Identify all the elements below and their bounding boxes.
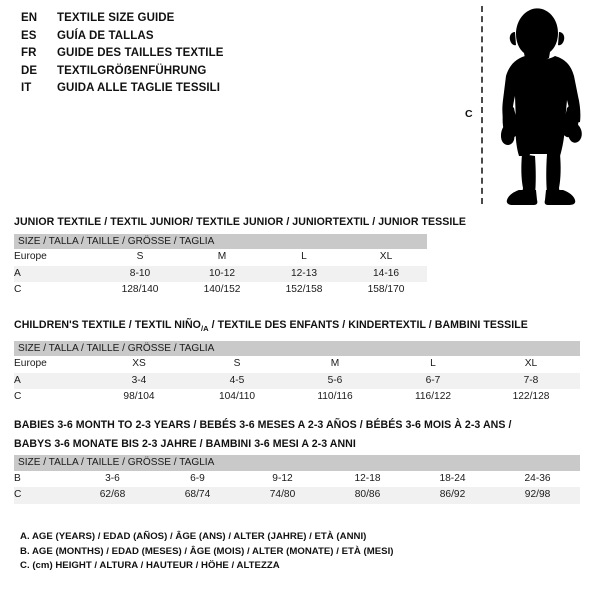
table-header-bar-row: SIZE / TALLA / TAILLE / GRÖSSE / TAGLIA xyxy=(14,233,428,249)
legend-item-height: C. (cm) HEIGHT / ALTURA / HAUTEUR / HÖHE… xyxy=(20,560,280,572)
table-cell: 116/122 xyxy=(414,391,452,403)
table-cell: XL xyxy=(524,358,538,370)
table-row: B 3-6 6-9 9-12 12-18 18-24 24-36 xyxy=(14,471,580,488)
row-label: A xyxy=(14,372,90,390)
table-cell: 8-10 xyxy=(99,265,181,282)
language-title: TEXTILGRÖẞENFÜHRUNG xyxy=(57,64,207,77)
row-label: Europe xyxy=(14,358,47,370)
table-row: Europe XS S M L XL xyxy=(14,356,580,373)
table-cell: 68/74 xyxy=(155,487,240,504)
size-header-label: SIZE / TALLA / TAILLE / GRÖSSE / TAGLIA xyxy=(14,340,580,357)
table-cell: 122/128 xyxy=(512,391,550,403)
babies-textile-section: BABIES 3-6 MONTH TO 2-3 YEARS / BEBÉS 3-… xyxy=(14,418,581,504)
language-code: IT xyxy=(21,82,32,95)
junior-section-title: JUNIOR TEXTILE / TEXTIL JUNIOR/ TEXTILE … xyxy=(14,216,467,228)
language-code: ES xyxy=(21,29,37,42)
height-measure-dashed-line xyxy=(481,6,483,204)
height-measure-label: C xyxy=(465,108,473,120)
language-title: GUIDE DES TAILLES TEXTILE xyxy=(57,47,224,60)
table-cell: 104/110 xyxy=(218,391,256,403)
height-measurement-figure: C xyxy=(455,4,595,206)
babies-section-title-line2: BABYS 3-6 MONATE BIS 2-3 JAHRE / BAMBINI… xyxy=(14,437,356,450)
table-cell: 24-36 xyxy=(524,472,551,484)
table-row: A 8-10 10-12 12-13 14-16 xyxy=(14,265,428,282)
legend-item-age-months: B. AGE (MONTHS) / EDAD (MESES) / ÂGE (MO… xyxy=(20,545,394,557)
table-cell: 140/152 xyxy=(203,284,241,295)
table-cell: 14-16 xyxy=(345,265,428,282)
language-code: FR xyxy=(21,47,37,60)
table-cell: 74/80 xyxy=(240,487,325,504)
table-cell: 92/98 xyxy=(495,487,581,504)
childrens-title-part2: / TEXTILE DES ENFANTS / KINDERTEXTIL / B… xyxy=(208,319,528,331)
junior-textile-section: JUNIOR TEXTILE / TEXTIL JUNIOR/ TEXTILE … xyxy=(14,215,466,299)
childrens-textile-section: CHILDREN'S TEXTILE / TEXTIL NIÑO/A / TEX… xyxy=(14,318,580,406)
table-cell: L xyxy=(301,251,307,262)
table-cell: 80/86 xyxy=(325,487,410,504)
table-row: A 3-4 4-5 5-6 6-7 7-8 xyxy=(14,372,580,390)
table-cell: 86/92 xyxy=(410,487,495,504)
childrens-title-part1: CHILDREN'S TEXTILE / TEXTIL NIÑO xyxy=(14,319,201,331)
table-cell: S xyxy=(136,251,144,262)
row-label: C xyxy=(14,284,22,295)
table-cell: 3-6 xyxy=(105,472,120,484)
language-code: EN xyxy=(21,12,38,24)
legend-item-age-years: A. AGE (YEARS) / EDAD (AÑOS) / ÂGE (ANS)… xyxy=(20,531,367,542)
table-cell: 9-12 xyxy=(272,472,293,484)
table-cell: L xyxy=(430,358,436,370)
table-cell: 128/140 xyxy=(121,284,159,295)
measurement-legend: A. AGE (YEARS) / EDAD (AÑOS) / ÂGE (ANS)… xyxy=(20,530,393,574)
language-row: ES GUÍA DE TALLAS xyxy=(21,30,421,48)
babies-size-table: SIZE / TALLA / TAILLE / GRÖSSE / TAGLIA … xyxy=(14,455,581,504)
table-row: C 98/104 104/110 110/116 116/122 122/128 xyxy=(14,389,580,406)
table-header-bar-row: SIZE / TALLA / TAILLE / GRÖSSE / TAGLIA xyxy=(14,340,580,357)
junior-size-table: SIZE / TALLA / TAILLE / GRÖSSE / TAGLIA … xyxy=(14,233,428,299)
size-header-label: SIZE / TALLA / TAILLE / GRÖSSE / TAGLIA xyxy=(14,455,581,471)
table-cell: 3-4 xyxy=(90,372,188,390)
table-cell: 158/170 xyxy=(367,284,405,295)
table-cell: 7-8 xyxy=(482,372,580,390)
table-cell: 12-13 xyxy=(263,265,345,282)
language-row: EN TEXTILE SIZE GUIDE xyxy=(21,12,421,30)
language-row: DE TEXTILGRÖẞENFÜHRUNG xyxy=(21,65,421,83)
row-label: A xyxy=(14,265,99,282)
babies-section-title-line1: BABIES 3-6 MONTH TO 2-3 YEARS / BEBÉS 3-… xyxy=(14,419,512,431)
table-cell: M xyxy=(217,251,227,262)
table-row: Europe S M L XL xyxy=(14,249,427,266)
childrens-title-subscript: /A xyxy=(200,324,209,334)
language-code: DE xyxy=(21,64,38,77)
childrens-section-title: CHILDREN'S TEXTILE / TEXTIL NIÑO/A / TEX… xyxy=(14,318,580,337)
table-cell: XL xyxy=(379,251,393,262)
language-title: GUIDA ALLE TAGLIE TESSILI xyxy=(57,82,221,95)
table-cell: 98/104 xyxy=(123,391,155,403)
row-label: B xyxy=(14,472,21,484)
table-cell: 4-5 xyxy=(188,372,286,390)
table-cell: 152/158 xyxy=(285,284,323,295)
table-cell: 18-24 xyxy=(439,472,466,484)
table-row: C 128/140 140/152 152/158 158/170 xyxy=(14,282,427,299)
table-cell: 6-9 xyxy=(190,472,205,484)
size-header-label: SIZE / TALLA / TAILLE / GRÖSSE / TAGLIA xyxy=(14,233,428,249)
table-cell: 110/116 xyxy=(317,391,353,403)
childrens-size-table: SIZE / TALLA / TAILLE / GRÖSSE / TAGLIA … xyxy=(14,340,580,406)
row-label: C xyxy=(14,391,22,403)
table-cell: 5-6 xyxy=(286,372,384,390)
table-cell: 62/68 xyxy=(70,487,155,504)
table-cell: M xyxy=(330,358,340,370)
table-cell: 6-7 xyxy=(384,372,482,390)
table-row: C 62/68 68/74 74/80 80/86 86/92 92/98 xyxy=(14,487,581,504)
language-title: GUÍA DE TALLAS xyxy=(57,29,154,42)
language-title: TEXTILE SIZE GUIDE xyxy=(57,12,175,24)
toddler-silhouette-icon xyxy=(500,8,582,205)
language-header-block: EN TEXTILE SIZE GUIDE ES GUÍA DE TALLAS … xyxy=(21,12,421,100)
table-cell: 12-18 xyxy=(354,472,381,484)
table-cell: XS xyxy=(132,358,146,370)
table-cell: S xyxy=(233,358,241,370)
row-label: C xyxy=(14,487,70,504)
language-row: IT GUIDA ALLE TAGLIE TESSILI xyxy=(21,82,421,100)
language-row: FR GUIDE DES TAILLES TEXTILE xyxy=(21,47,421,65)
table-cell: 10-12 xyxy=(181,265,263,282)
row-label: Europe xyxy=(14,251,47,262)
table-header-bar-row: SIZE / TALLA / TAILLE / GRÖSSE / TAGLIA xyxy=(14,455,581,471)
